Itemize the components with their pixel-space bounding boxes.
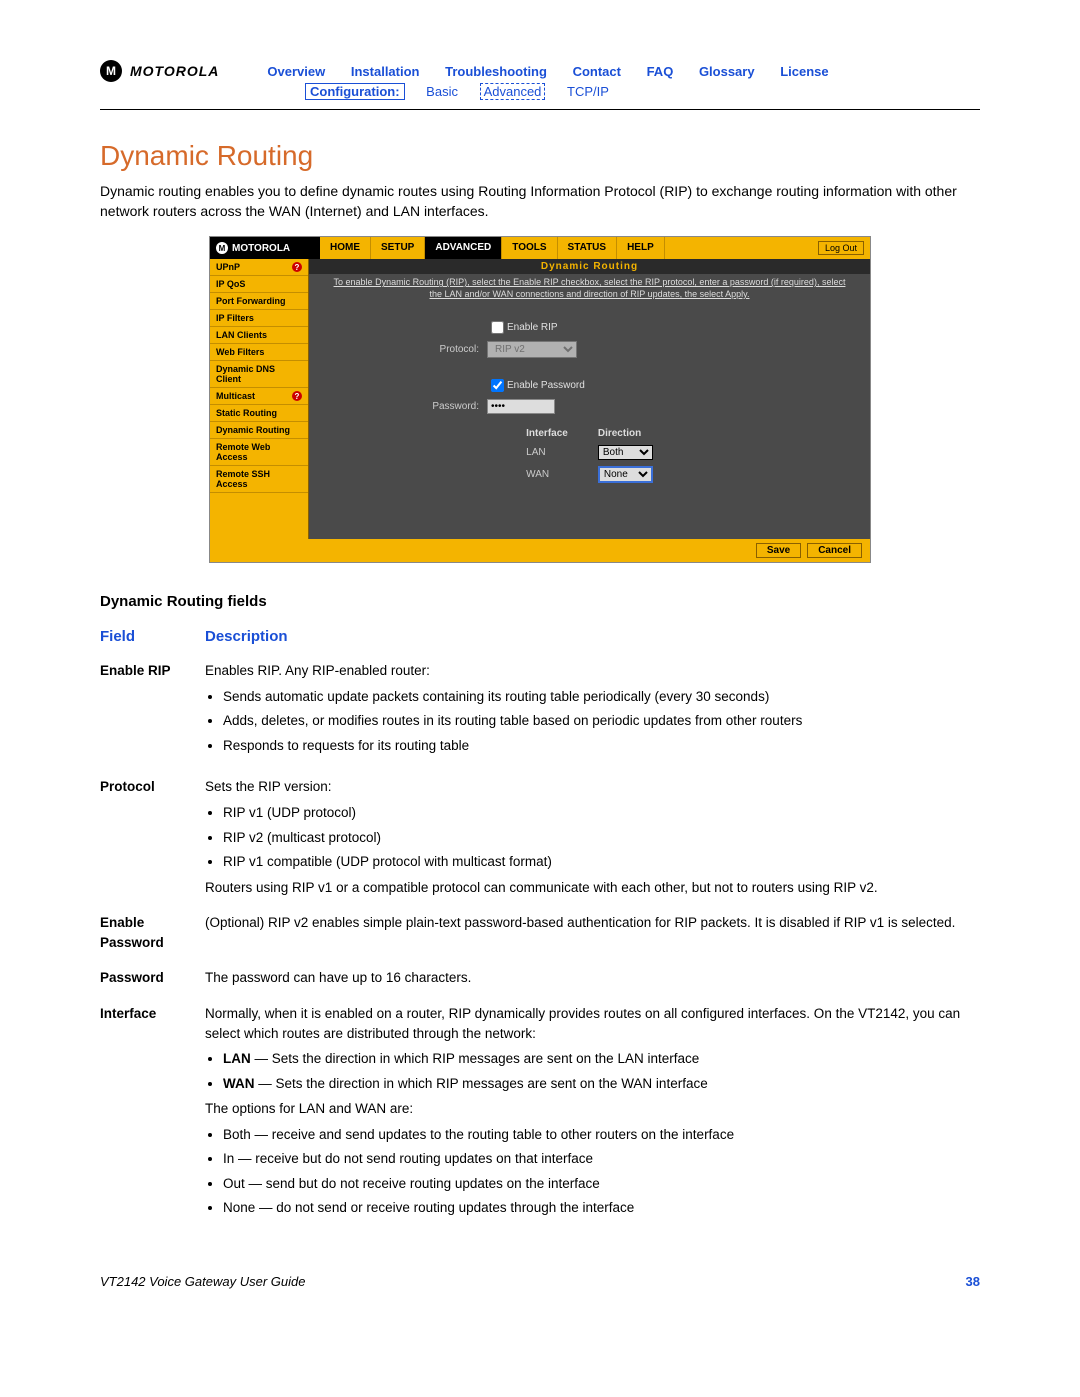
desc-interface: Normally, when it is enabled on a router… [205, 998, 980, 1234]
protocol-select[interactable]: RIP v2 [487, 341, 577, 358]
field-interface: Interface [100, 998, 205, 1234]
nav-installation[interactable]: Installation [351, 64, 420, 79]
logout-button[interactable]: Log Out [818, 241, 864, 255]
list-item: RIP v2 (multicast protocol) [223, 828, 980, 848]
ui-tab-advanced[interactable]: ADVANCED [425, 237, 502, 259]
fields-heading: Dynamic Routing fields [100, 593, 980, 610]
field-enable-rip: Enable RIP [100, 655, 205, 771]
sidebar-item[interactable]: LAN Clients [210, 327, 308, 344]
ui-tab-tools[interactable]: TOOLS [502, 237, 557, 259]
password-label: Password: [339, 401, 487, 412]
list-item: In — receive but do not send routing upd… [223, 1149, 980, 1169]
sidebar-item[interactable]: Web Filters [210, 344, 308, 361]
enable-password-checkbox[interactable] [491, 379, 504, 392]
desc-enable-password: (Optional) RIP v2 enables simple plain-t… [205, 907, 980, 962]
router-ui-screenshot: M MOTOROLA HOME SETUP ADVANCED TOOLS STA… [209, 236, 871, 563]
protocol-label: Protocol: [339, 344, 487, 355]
subnav-tcpip[interactable]: TCP/IP [567, 84, 609, 99]
nav-overview[interactable]: Overview [267, 64, 325, 79]
ui-tab-help[interactable]: HELP [617, 237, 665, 259]
desc-password: The password can have up to 16 character… [205, 962, 980, 998]
guide-name: VT2142 Voice Gateway User Guide [100, 1274, 305, 1289]
sidebar-item[interactable]: Multicast? [210, 388, 308, 405]
config-label: Configuration: [305, 83, 405, 100]
enable-rip-checkbox[interactable] [491, 321, 504, 334]
page-title: Dynamic Routing [100, 140, 980, 172]
list-item: Adds, deletes, or modifies routes in its… [223, 711, 980, 731]
field-protocol: Protocol [100, 771, 205, 907]
iface-col-header: Interface [512, 426, 582, 441]
list-item: RIP v1 compatible (UDP protocol with mul… [223, 852, 980, 872]
brand-text: MOTOROLA [130, 63, 219, 79]
header-divider [100, 109, 980, 110]
sidebar-item[interactable]: IP QoS [210, 276, 308, 293]
sidebar-item[interactable]: Port Forwarding [210, 293, 308, 310]
nav-license[interactable]: License [780, 64, 828, 79]
field-password: Password [100, 962, 205, 998]
ui-tab-setup[interactable]: SETUP [371, 237, 425, 259]
list-item: RIP v1 (UDP protocol) [223, 803, 980, 823]
page-footer: VT2142 Voice Gateway User Guide 38 [100, 1274, 980, 1289]
nav-faq[interactable]: FAQ [647, 64, 674, 79]
ui-sidebar: UPnP?IP QoSPort ForwardingIP FiltersLAN … [210, 259, 309, 539]
desc-protocol: Sets the RIP version: RIP v1 (UDP protoc… [205, 771, 980, 907]
list-item: Responds to requests for its routing tab… [223, 736, 980, 756]
help-icon[interactable]: ? [292, 391, 302, 401]
list-item: WAN — Sets the direction in which RIP me… [223, 1074, 980, 1094]
ui-tab-home[interactable]: HOME [320, 237, 371, 259]
list-item: Both — receive and send updates to the r… [223, 1125, 980, 1145]
col-field-header: Field [100, 628, 205, 655]
list-item: LAN — Sets the direction in which RIP me… [223, 1049, 980, 1069]
fields-table: Field Description Enable RIP Enables RIP… [100, 628, 980, 1234]
nav-glossary[interactable]: Glossary [699, 64, 755, 79]
top-nav: Overview Installation Troubleshooting Co… [267, 64, 850, 79]
intro-text: Dynamic routing enables you to define dy… [100, 182, 980, 221]
cancel-button[interactable]: Cancel [807, 543, 862, 558]
direction-col-header: Direction [584, 426, 667, 441]
sidebar-item[interactable]: Remote Web Access [210, 439, 308, 466]
iface-lan: LAN [512, 443, 582, 462]
subnav-basic[interactable]: Basic [426, 84, 458, 99]
save-button[interactable]: Save [756, 543, 801, 558]
sidebar-item[interactable]: Dynamic DNS Client [210, 361, 308, 388]
list-item: Sends automatic update packets containin… [223, 687, 980, 707]
iface-wan: WAN [512, 464, 582, 485]
page-number: 38 [966, 1274, 980, 1289]
desc-enable-rip: Enables RIP. Any RIP-enabled router: Sen… [205, 655, 980, 771]
sidebar-item[interactable]: IP Filters [210, 310, 308, 327]
sidebar-item[interactable]: Dynamic Routing [210, 422, 308, 439]
ui-brand-text: MOTOROLA [232, 243, 290, 254]
ui-tab-status[interactable]: STATUS [558, 237, 618, 259]
nav-troubleshooting[interactable]: Troubleshooting [445, 64, 547, 79]
sub-nav: Configuration: Basic Advanced TCP/IP [305, 84, 980, 99]
enable-password-label: Enable Password [507, 380, 585, 391]
page-header: M MOTOROLA Overview Installation Trouble… [100, 60, 980, 82]
list-item: Out — send but do not receive routing up… [223, 1174, 980, 1194]
motorola-mini-logo-icon: M [216, 242, 228, 254]
sidebar-item[interactable]: Static Routing [210, 405, 308, 422]
subnav-advanced[interactable]: Advanced [480, 83, 546, 100]
col-desc-header: Description [205, 628, 980, 655]
enable-rip-label: Enable RIP [507, 322, 558, 333]
nav-contact[interactable]: Contact [573, 64, 621, 79]
ui-brand: M MOTOROLA [210, 237, 320, 259]
password-input[interactable] [487, 399, 555, 414]
motorola-logo-icon: M [100, 60, 122, 82]
lan-direction-select[interactable]: Both [598, 445, 653, 460]
help-icon[interactable]: ? [292, 262, 302, 272]
sidebar-item[interactable]: Remote SSH Access [210, 466, 308, 493]
sidebar-item[interactable]: UPnP? [210, 259, 308, 276]
field-enable-password: Enable Password [100, 907, 205, 962]
ui-panel-title: Dynamic Routing [309, 259, 870, 274]
interface-table: Interface Direction LAN Both WAN None [510, 424, 669, 487]
wan-direction-select[interactable]: None [598, 466, 653, 483]
ui-help-text: To enable Dynamic Routing (RIP), select … [309, 274, 870, 303]
list-item: None — do not send or receive routing up… [223, 1198, 980, 1218]
